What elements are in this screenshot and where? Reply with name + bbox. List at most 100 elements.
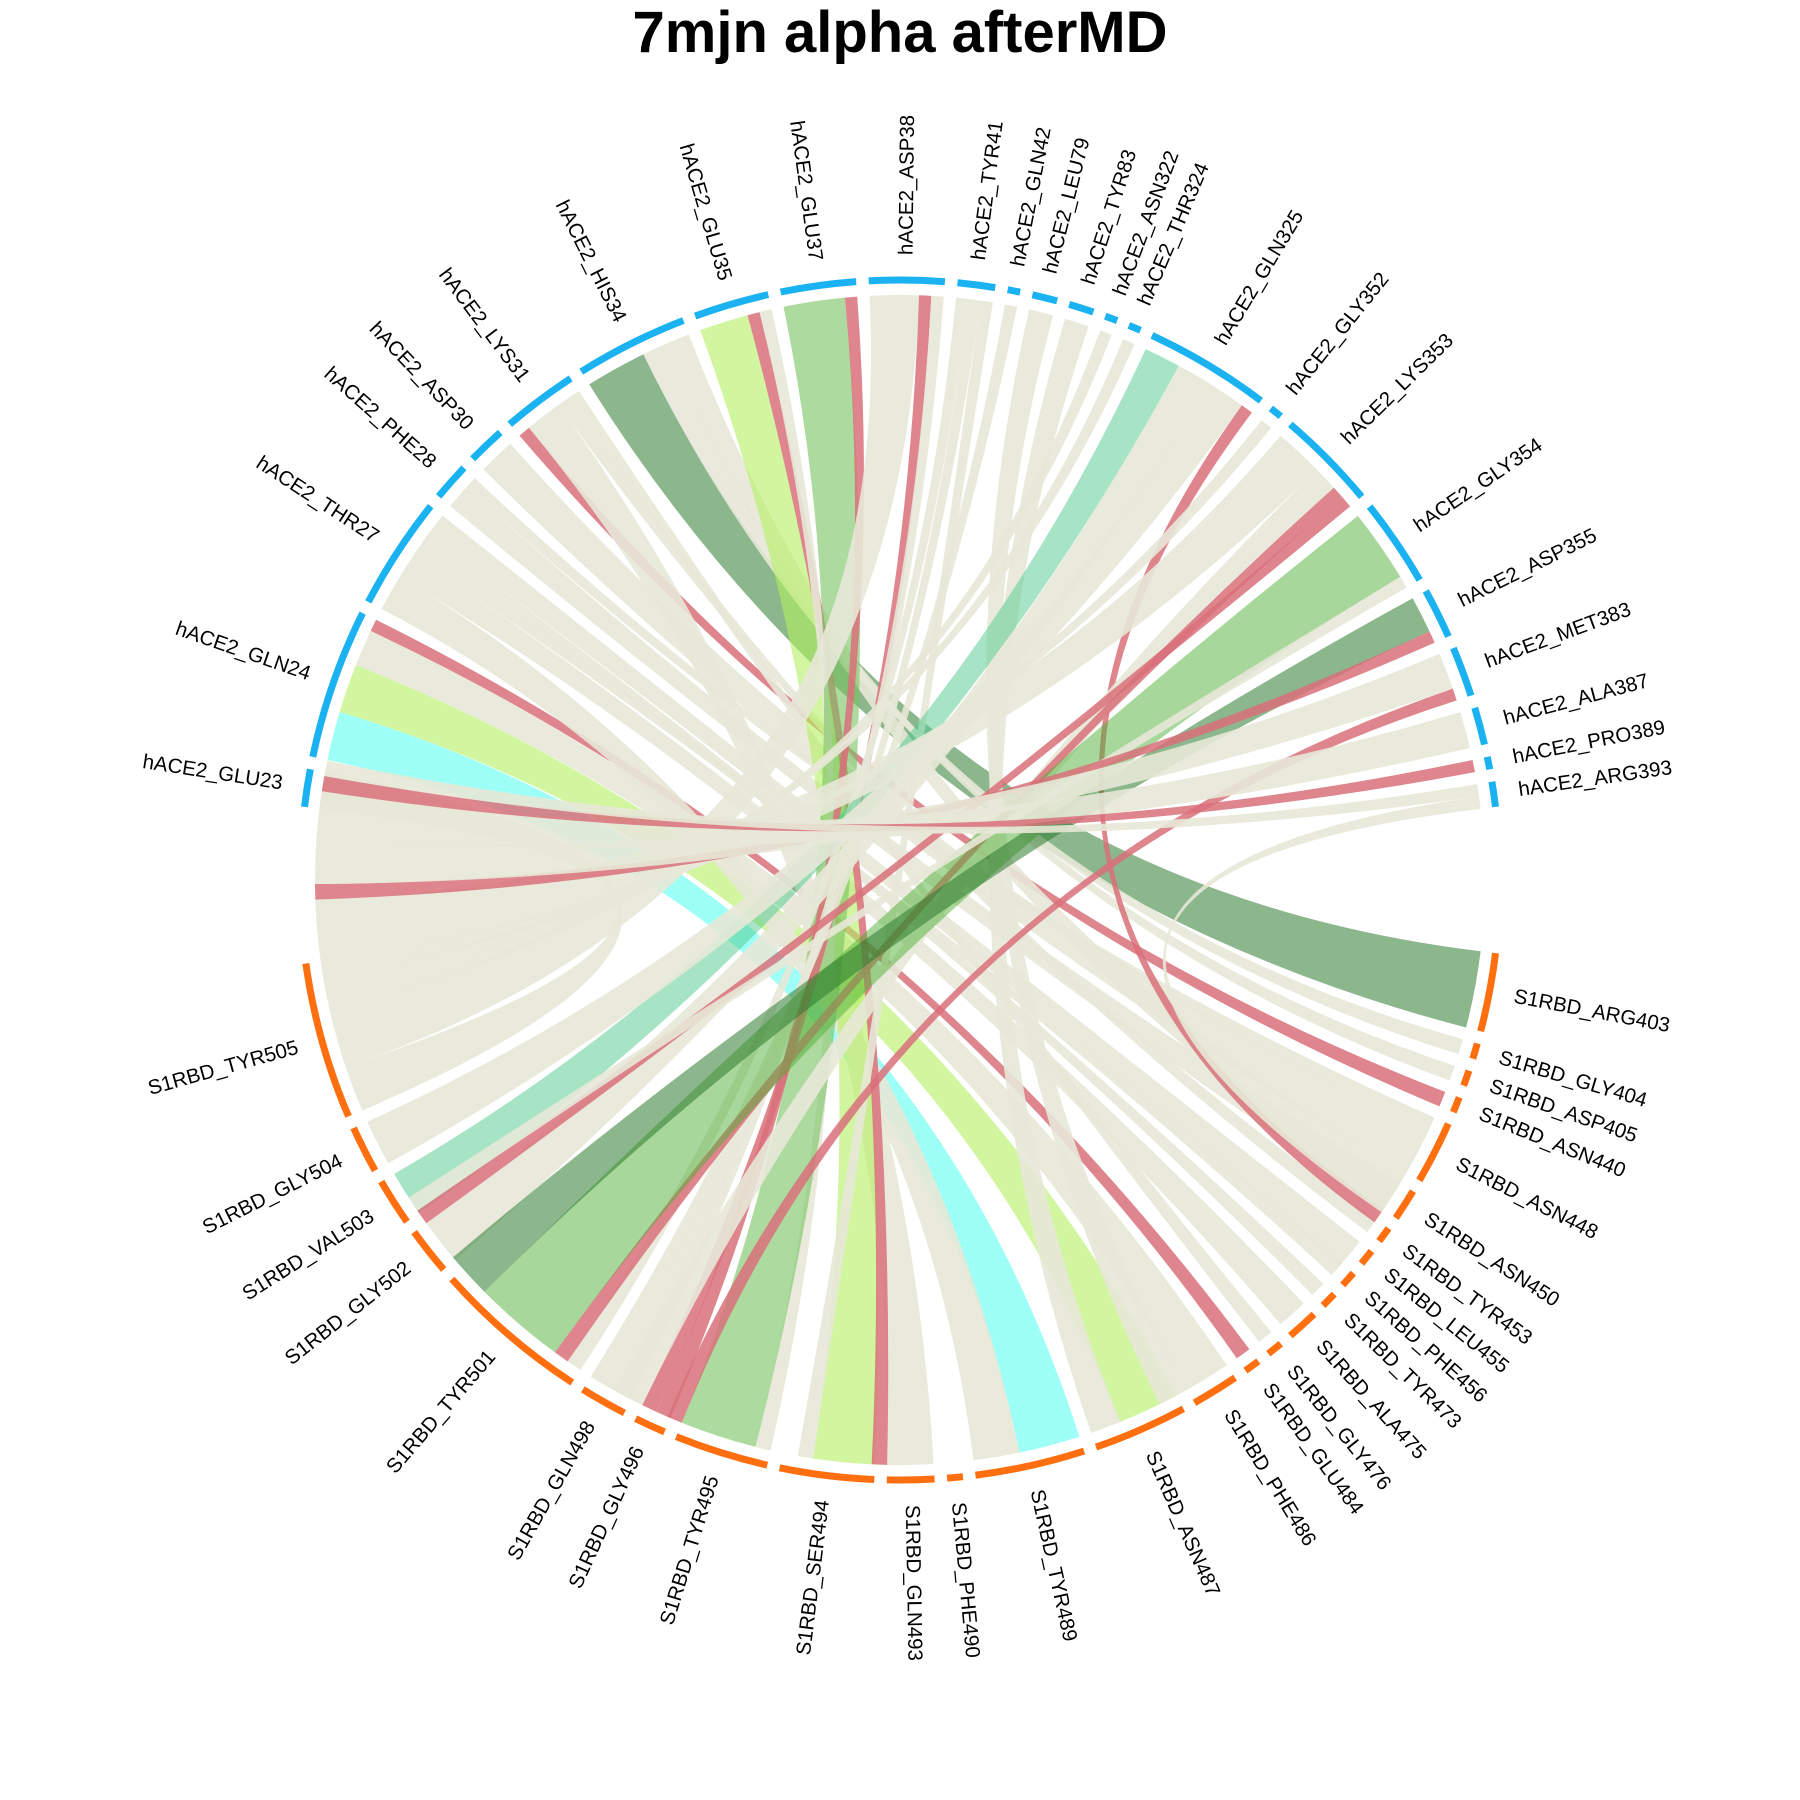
chart-title: 7mjn alpha afterMD	[633, 0, 1168, 65]
sector-track-S1RBD_GLN498	[581, 1386, 626, 1417]
sector-track-hACE2_PHE28	[435, 465, 467, 499]
chord-link-hACE2_ASP30-S1RBD_ASN448	[483, 443, 1429, 1173]
sector-track-hACE2_THR324	[1127, 322, 1142, 334]
sector-label-S1RBD_SER494: S1RBD_SER494	[792, 1499, 834, 1657]
sector-track-S1RBD_GLY504	[350, 1126, 379, 1173]
chord-link-hACE2_GLN24-S1RBD_ASN487	[339, 665, 1177, 1422]
chord-link-hACE2_GLU35-S1RBD_GLN493	[747, 312, 889, 1465]
chord-link-hACE2_LYS353-S1RBD_TYR505	[315, 435, 1317, 962]
sector-label-hACE2_GLU23: hACE2_GLU23	[141, 750, 284, 794]
sector-label-S1RBD_TYR501: S1RBD_TYR501	[382, 1346, 501, 1478]
sector-track-hACE2_THR27	[365, 503, 434, 604]
sector-label-S1RBD_GLN493: S1RBD_GLN493	[901, 1505, 927, 1662]
chord-link-hACE2_ASP38-S1RBD_TYR505	[329, 295, 920, 1068]
sector-label-hACE2_GLU37: hACE2_GLU37	[785, 119, 827, 262]
chord-link-hACE2_LYS353-S1RBD_GLY496	[614, 469, 1334, 1406]
sector-track-hACE2_GLU35	[693, 291, 770, 320]
sector-track-S1RBD_TYR473	[1320, 1291, 1337, 1308]
sector-track-hACE2_ASP30	[470, 429, 503, 462]
sector-track-hACE2_PRO389	[1483, 756, 1494, 770]
sector-label-S1RBD_TYR495: S1RBD_TYR495	[655, 1473, 723, 1628]
sector-track-hACE2_TYR41	[957, 279, 996, 292]
sector-track-hACE2_TYR83	[1068, 300, 1095, 316]
sector-track-S1RBD_ALA475	[1288, 1311, 1317, 1339]
sector-label-hACE2_TYR41: hACE2_TYR41	[967, 119, 1008, 261]
chord-link-hACE2_LEU79-S1RBD_PHE486	[986, 309, 1188, 1405]
chord-link-hACE2_PRO389-S1RBD_TYR505	[321, 759, 1475, 832]
sector-track-S1RBD_VAL503	[378, 1179, 410, 1224]
chord-link-hACE2_ALA387-S1RBD_TYR505	[316, 712, 1470, 848]
sector-track-hACE2_GLY354	[1366, 504, 1423, 582]
sector-track-hACE2_LYS31	[507, 375, 573, 427]
sector-track-S1RBD_GLY496	[634, 1415, 666, 1436]
sector-label-S1RBD_GLY504: S1RBD_GLY504	[199, 1149, 346, 1238]
sector-track-S1RBD_ASN487	[1094, 1405, 1186, 1451]
links-layer	[315, 295, 1481, 1466]
sector-label-S1RBD_TYR489: S1RBD_TYR489	[1026, 1487, 1082, 1643]
sector-track-hACE2_GLN325	[1150, 332, 1263, 404]
sector-track-S1RBD_TYR495	[674, 1433, 769, 1469]
sector-track-S1RBD_GLY404	[1469, 1042, 1481, 1060]
chord-link-hACE2_MET383-S1RBD_TYR505	[315, 653, 1453, 885]
sector-label-S1RBD_ASN450: S1RBD_ASN450	[1420, 1208, 1564, 1312]
sector-label-S1RBD_ARG403: S1RBD_ARG403	[1512, 985, 1672, 1037]
sector-label-S1RBD_TYR505: S1RBD_TYR505	[145, 1036, 300, 1100]
sector-track-hACE2_ASN322	[1104, 312, 1119, 324]
sector-track-hACE2_ALA387	[1471, 706, 1488, 746]
sector-track-hACE2_GLY352	[1268, 405, 1283, 419]
sector-track-S1RBD_SER494	[778, 1464, 875, 1483]
sector-track-S1RBD_ARG403	[1477, 952, 1500, 1033]
sector-track-S1RBD_LEU455	[1358, 1248, 1375, 1266]
sector-track-hACE2_ASP38	[868, 276, 946, 286]
chord-link-hACE2_THR27-S1RBD_ALA475	[399, 555, 1304, 1325]
sector-track-hACE2_ARG393	[1488, 781, 1500, 808]
chord-link-hACE2_GLN325-S1RBD_GLY504	[367, 384, 1242, 1164]
sector-label-hACE2_HIS34: hACE2_HIS34	[551, 196, 631, 326]
sector-track-hACE2_LYS353	[1288, 421, 1365, 499]
sector-label-hACE2_THR27: hACE2_THR27	[252, 451, 383, 547]
chord-link-hACE2_GLN325-S1RBD_GLY502	[426, 365, 1212, 1260]
sector-label-hACE2_GLN24: hACE2_GLN24	[173, 617, 314, 685]
chord-link-hACE2_ARG393-S1RBD_TYR505	[324, 760, 1479, 834]
sector-track-S1RBD_PHE490	[946, 1473, 964, 1482]
sector-track-S1RBD_TYR489	[974, 1447, 1086, 1479]
sector-track-S1RBD_PHE456	[1340, 1270, 1356, 1288]
sector-label-S1RBD_GLY502: S1RBD_GLY502	[281, 1257, 416, 1370]
sector-track-S1RBD_ASN440	[1450, 1096, 1463, 1114]
sector-label-hACE2_GLN325: hACE2_GLN325	[1210, 206, 1308, 349]
sector-track-S1RBD_ASN448	[1416, 1122, 1452, 1183]
sector-label-hACE2_GLY354: hACE2_GLY354	[1410, 433, 1547, 536]
chord-link-hACE2_GLN24-S1RBD_TYR489	[327, 711, 1080, 1453]
chord-link-hACE2_LYS31-S1RBD_GLN493	[528, 405, 934, 1466]
sector-track-S1RBD_GLN493	[886, 1475, 935, 1484]
sector-track-hACE2_GLN42	[1007, 286, 1021, 296]
chord-link-hACE2_THR27-S1RBD_PHE456	[413, 545, 1342, 1275]
sector-track-S1RBD_TYR453	[1376, 1226, 1392, 1244]
sector-label-hACE2_GLU35: hACE2_GLU35	[675, 141, 737, 283]
sector-track-hACE2_GLN24	[309, 611, 366, 758]
sector-track-S1RBD_TYR501	[449, 1276, 575, 1386]
sector-label-hACE2_ASP38: hACE2_ASP38	[895, 115, 920, 255]
sector-track-hACE2_GLU23	[300, 768, 314, 808]
sector-track-hACE2_GLU37	[779, 278, 857, 296]
sector-track-S1RBD_GLY476	[1266, 1340, 1283, 1357]
sector-track-hACE2_MET383	[1450, 646, 1475, 697]
sector-label-hACE2_GLY352: hACE2_GLY352	[1282, 268, 1394, 399]
sector-track-S1RBD_GLY502	[411, 1229, 447, 1272]
sector-label-S1RBD_ASN487: S1RBD_ASN487	[1141, 1448, 1225, 1600]
chord-link-hACE2_ASP355-S1RBD_TYR501	[452, 598, 1430, 1292]
sector-track-S1RBD_PHE486	[1192, 1374, 1238, 1406]
chord-link-hACE2_GLY354-S1RBD_GLY502	[408, 576, 1407, 1211]
sector-label-S1RBD_ASN448: S1RBD_ASN448	[1452, 1153, 1602, 1244]
chord-link-hACE2_LYS31-S1RBD_GLY476	[568, 390, 1272, 1342]
sector-label-hACE2_MET383: hACE2_MET383	[1482, 598, 1634, 673]
chord-link-hACE2_TYR83-S1RBD_ASN487	[988, 318, 1121, 1433]
tracks-layer	[300, 276, 1500, 1484]
sector-track-S1RBD_GLU484	[1243, 1358, 1261, 1374]
sector-track-hACE2_LEU79	[1031, 291, 1058, 305]
sector-label-hACE2_LYS31: hACE2_LYS31	[434, 264, 534, 387]
sector-label-hACE2_ASP355: hACE2_ASP355	[1454, 524, 1600, 612]
chord-link-hACE2_LYS353-S1RBD_GLY502	[417, 496, 1351, 1224]
